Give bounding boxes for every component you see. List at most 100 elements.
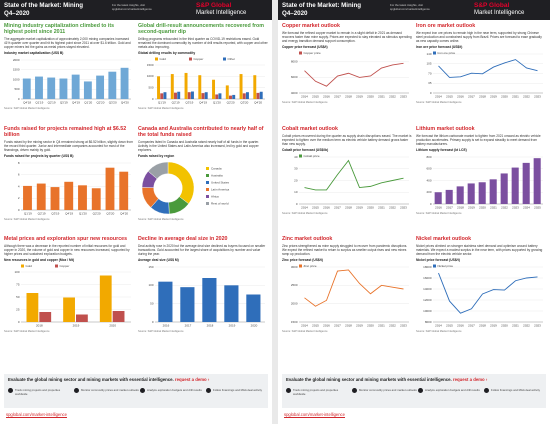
legend-swatch — [155, 57, 158, 60]
y-tick-label: 0 — [152, 319, 154, 323]
pie-slice — [167, 161, 195, 204]
bar — [259, 91, 263, 99]
y-tick-label: 500 — [148, 85, 153, 89]
chart-title: Lithium supply forecast (kt LCE) — [416, 147, 467, 152]
subtitle: Q4–2020 — [4, 10, 30, 17]
x-tick-label: 2023 — [400, 94, 407, 98]
y-tick-label: 600 — [426, 166, 431, 170]
x-tick-label: 2021 — [378, 94, 385, 98]
cta-link[interactable]: request a demo › — [452, 377, 488, 382]
x-tick-label: 2014 — [301, 205, 308, 209]
x-tick-label: 2021 — [512, 94, 519, 98]
y-tick-label: 400 — [426, 178, 431, 182]
feature: Analyze exploration budgets and drill re… — [418, 388, 483, 393]
bar — [39, 311, 52, 322]
legend-label: Australia — [211, 173, 223, 177]
section: Canada and Australia contributed to near… — [138, 126, 268, 221]
feature-text: Monitor commodity prices and market outl… — [359, 388, 417, 392]
x-tick-label: 2018 — [36, 323, 43, 327]
feature: Monitor commodity prices and market outl… — [352, 388, 417, 393]
x-tick-label: Q3'19 — [185, 100, 193, 104]
x-tick-label: Q4'20 — [121, 100, 129, 104]
chart: 0 500 1000 1500 2000 Q4'18 Q1'19 Q2'19 Q3'19 Q4'1… — [13, 57, 131, 104]
legend-swatch — [299, 51, 302, 54]
bar — [201, 92, 205, 99]
y-tick-label: 2000 — [291, 301, 298, 305]
x-tick-label: Q1'20 — [79, 211, 87, 215]
section-body: Companies listed in Canada and Australia… — [138, 139, 260, 152]
y-tick-label: 800 — [426, 154, 431, 158]
section-body: We expect iron ore prices to remain high… — [416, 30, 542, 43]
x-tick-label: 2017 — [468, 323, 475, 327]
chart-source: Source: S&P Global Market Intelligence — [416, 100, 462, 104]
bar — [158, 281, 173, 322]
legend-swatch — [206, 194, 209, 198]
y-tick-label: 1500 — [13, 67, 20, 71]
header-note: For the latest insights, visit spglobal.… — [112, 3, 152, 11]
section: Nickel market outlook Nickel prices climb… — [416, 236, 546, 333]
pie-slice — [147, 161, 169, 179]
x-tick-label: 2019 — [73, 323, 80, 327]
x-tick-label: 2020 — [367, 94, 374, 98]
bar — [64, 181, 74, 210]
y-tick-label: 35 — [428, 81, 432, 85]
x-tick-label: 2018 — [345, 94, 352, 98]
footer-link[interactable]: spglobal.com/market-intelligence — [284, 412, 345, 417]
chart-title: Copper price forecast (US$/t) — [282, 44, 328, 49]
x-tick-label: Q3'20 — [106, 211, 114, 215]
x-tick-label: 2021 — [512, 323, 519, 327]
legend-swatch — [206, 201, 209, 205]
legend-swatch — [55, 264, 58, 267]
y-tick-label: 0 — [18, 319, 20, 323]
y-tick-label: 10 — [294, 190, 298, 194]
y-tick-label: 50 — [150, 301, 154, 305]
bar — [229, 95, 232, 99]
footer-link[interactable]: spglobal.com/market-intelligence — [6, 412, 67, 417]
x-tick-label: 2020 — [367, 323, 374, 327]
x-tick-label: 2017 — [334, 323, 341, 327]
chart-title: Funds raised by region — [138, 153, 175, 158]
feature: Follow financings and M&A deal activity — [484, 388, 549, 393]
y-tick-label: 0 — [430, 201, 432, 205]
chart-source: Source: S&P Global Market Intelligence — [138, 217, 184, 221]
y-tick-label: 6000 — [291, 75, 298, 79]
x-tick-label: 2018 — [345, 323, 352, 327]
x-tick-label: 2024 — [523, 205, 530, 209]
bar — [91, 187, 101, 210]
chart-title: Average deal size (US$ M) — [138, 257, 179, 262]
chart-source: Source: S&P Global Market Intelligence — [282, 211, 328, 215]
y-tick-label: 16000 — [423, 275, 432, 279]
x-tick-label: 2022 — [389, 323, 396, 327]
bar — [489, 178, 497, 204]
y-tick-label: 8000 — [291, 59, 298, 63]
bar — [47, 77, 56, 99]
feature-text: Analyze exploration budgets and drill re… — [425, 388, 480, 392]
y-tick-label: 140 — [426, 51, 431, 55]
chart: 8000 10000 12000 14000 16000 18000 2014 2015 201… — [423, 263, 543, 327]
legend-label: Africa — [211, 194, 219, 198]
bar — [246, 294, 261, 322]
y-tick-label: 1000 — [13, 77, 20, 81]
x-tick-label: Q2'19 — [48, 100, 56, 104]
line — [304, 62, 404, 87]
x-tick-label: 2016 — [323, 205, 330, 209]
chart-title: Global drilling results by commodity — [138, 50, 196, 55]
y-tick-label: 40 — [294, 154, 298, 158]
cta-link[interactable]: request a demo › — [174, 377, 210, 382]
brand: S&P Global — [196, 2, 232, 9]
x-tick-label: 2015 — [446, 94, 453, 98]
section-heading: Canada and Australia contributed to near… — [138, 126, 264, 138]
feature-text: Monitor commodity prices and market outl… — [81, 388, 139, 392]
bar — [170, 73, 174, 99]
legend-swatch — [206, 180, 209, 184]
x-tick-label: 2023 — [512, 205, 519, 209]
y-tick-label: 100 — [14, 269, 19, 273]
x-tick-label: 2020 — [367, 205, 374, 209]
section-heading: Iron ore market outlook — [416, 23, 476, 29]
bar — [177, 91, 181, 99]
y-tick-label: 25 — [16, 307, 20, 311]
subtitle: Q4–2020 — [282, 10, 308, 17]
chart: 1500 2000 2500 3000 2014 2015 2016 2017 2018 2019… — [291, 263, 409, 327]
section-heading: Copper market outlook — [282, 23, 340, 29]
footer: Evaluate the global mining sector and mi… — [282, 374, 546, 408]
